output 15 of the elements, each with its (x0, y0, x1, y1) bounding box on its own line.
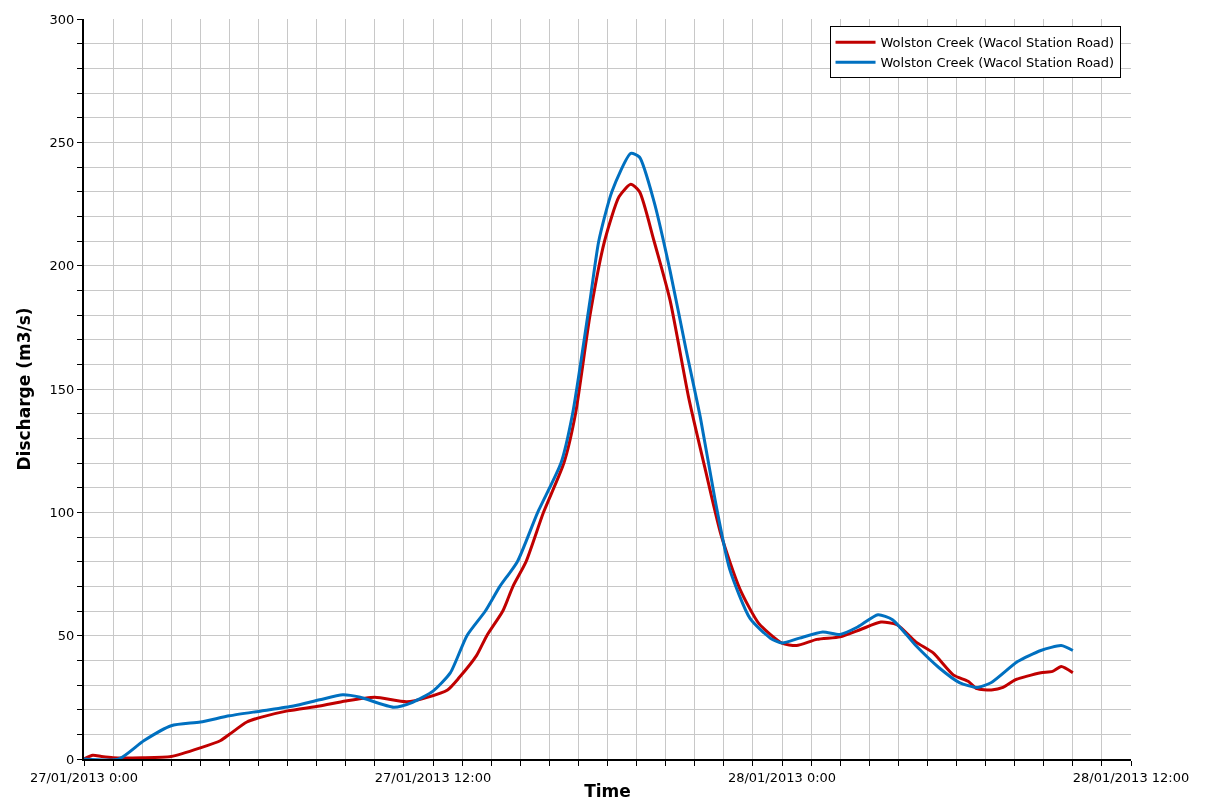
y-tick-label: 300 (49, 11, 75, 27)
x-tick-label: 27/01/2013 0:00 (29, 769, 139, 785)
x-tick-label: 28/01/2013 0:00 (727, 769, 837, 785)
y-tick-label: 250 (49, 134, 75, 150)
y-tick-label: 200 (49, 258, 75, 274)
y-tick-label: 0 (66, 751, 75, 767)
legend-label: Wolston Creek (Wacol Station Road) (880, 55, 1115, 71)
y-tick-label: 50 (57, 628, 75, 644)
y-axis-title: Discharge (m3/s) (13, 307, 34, 471)
y-tick-label: 150 (49, 381, 75, 397)
x-axis-title: Time (584, 781, 631, 802)
x-tick-label: 28/01/2013 12:00 (1072, 769, 1190, 785)
legend-label: Wolston Creek (Wacol Station Road) (880, 35, 1115, 51)
x-tick-label: 27/01/2013 12:00 (374, 769, 492, 785)
y-tick-label: 100 (49, 504, 75, 520)
